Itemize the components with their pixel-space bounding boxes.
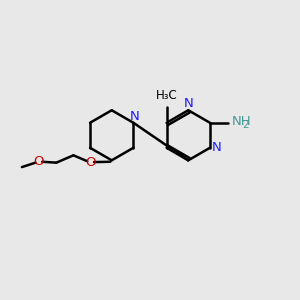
Text: 2: 2: [242, 120, 249, 130]
Text: O: O: [85, 156, 96, 169]
Text: N: N: [212, 141, 221, 154]
Text: N: N: [129, 110, 139, 123]
Text: O: O: [34, 155, 44, 168]
Text: H₃C: H₃C: [156, 89, 178, 102]
Text: NH: NH: [231, 115, 251, 128]
Text: N: N: [183, 97, 193, 110]
